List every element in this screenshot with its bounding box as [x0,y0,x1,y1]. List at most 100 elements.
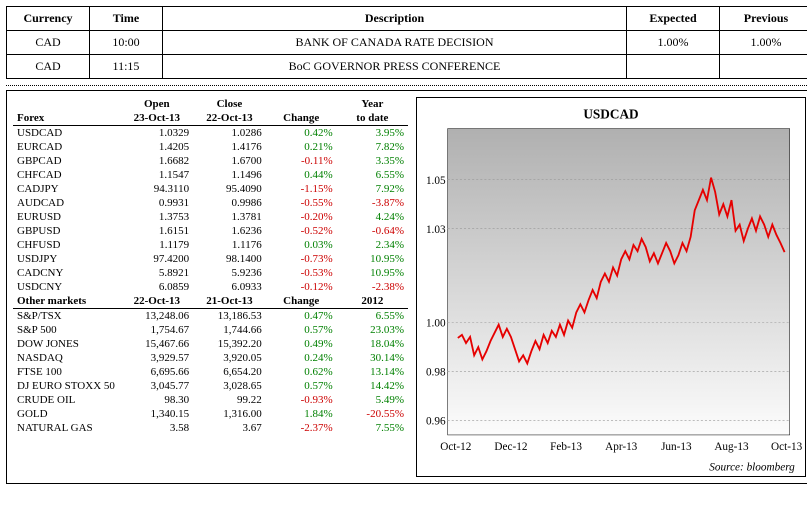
svg-text:Dec-12: Dec-12 [494,441,527,453]
change-val: -0.20% [266,210,337,224]
open-val: 94.3110 [121,182,194,196]
quote-row: EURCAD1.42051.41760.21%7.82% [13,140,408,154]
close-val: 3.67 [193,421,266,435]
open-val: 1.1179 [121,238,194,252]
ytd-val: 18.04% [337,337,408,351]
ytd-val: 4.24% [337,210,408,224]
pair-label: USDCAD [13,126,121,141]
change-val: 0.03% [266,238,337,252]
cell: CAD [7,55,90,79]
ytd-val: 7.55% [337,421,408,435]
col-expected: Expected [627,7,720,31]
quote-row: USDCNY6.08596.0933-0.12%-2.38% [13,280,408,294]
close-val: 3,028.65 [193,379,266,393]
quote-row: GOLD1,340.151,316.001.84%-20.55% [13,407,408,421]
quote-row: AUDCAD0.99310.9986-0.55%-3.87% [13,196,408,210]
ytd-val: -0.64% [337,224,408,238]
svg-text:Oct-12: Oct-12 [440,441,471,453]
change-val: -0.12% [266,280,337,294]
svg-text:0.98: 0.98 [426,367,446,379]
ytd-val: 10.95% [337,252,408,266]
pair-label: GBPUSD [13,224,121,238]
quote-row: USDCAD1.03291.02860.42%3.95% [13,126,408,141]
change-val: -0.93% [266,393,337,407]
quote-row: CADJPY94.311095.4090-1.15%7.92% [13,182,408,196]
svg-text:Apr-13: Apr-13 [605,441,638,453]
open-val: 0.9931 [121,196,194,210]
change-val: -0.55% [266,196,337,210]
cell [627,55,720,79]
close-val: 1.4176 [193,140,266,154]
close-val: 1,744.66 [193,323,266,337]
change-val: 0.42% [266,126,337,141]
change-val: 0.24% [266,351,337,365]
quote-row: GBPUSD1.61511.6236-0.52%-0.64% [13,224,408,238]
ytd-val: 30.14% [337,351,408,365]
ytd-val: 13.14% [337,365,408,379]
close-val: 1.1496 [193,168,266,182]
col-year: Year [337,97,408,111]
pair-label: DOW JONES [13,337,121,351]
close-val: 95.4090 [193,182,266,196]
col-open: Open [121,97,194,111]
open-val: 6,695.66 [121,365,194,379]
open-val: 1.6682 [121,154,194,168]
ytd-val: 3.35% [337,154,408,168]
svg-text:Feb-13: Feb-13 [550,441,582,453]
cell: BoC GOVERNOR PRESS CONFERENCE [163,55,627,79]
cell: 1.00% [720,31,807,55]
col-currency: Currency [7,7,90,31]
change-val: -0.11% [266,154,337,168]
ytd-val: 10.95% [337,266,408,280]
change-val: -0.73% [266,252,337,266]
close-val: 1,316.00 [193,407,266,421]
pair-label: NASDAQ [13,351,121,365]
pair-label: EURCAD [13,140,121,154]
col-close: Close [193,97,266,111]
pair-label: EURUSD [13,210,121,224]
event-row: CAD10:00BANK OF CANADA RATE DECISION1.00… [7,31,807,55]
quote-row: GBPCAD1.66821.6700-0.11%3.35% [13,154,408,168]
close-val: 98.1400 [193,252,266,266]
quote-row: S&P 5001,754.671,744.660.57%23.03% [13,323,408,337]
close-val: 3,920.05 [193,351,266,365]
ytd-val: 14.42% [337,379,408,393]
pair-label: CHFUSD [13,238,121,252]
close-val: 1.3781 [193,210,266,224]
col-time: Time [90,7,163,31]
close-val: 1.6236 [193,224,266,238]
open-val: 1.3753 [121,210,194,224]
pair-label: CHFCAD [13,168,121,182]
open-val: 3,045.77 [121,379,194,393]
cell: 1.00% [627,31,720,55]
change-val: -2.37% [266,421,337,435]
svg-text:USDCAD: USDCAD [583,106,638,121]
col-open-date: 23-Oct-13 [121,111,194,126]
open-val: 1,754.67 [121,323,194,337]
open-val: 1.4205 [121,140,194,154]
open-val: 98.30 [121,393,194,407]
svg-text:Oct-13: Oct-13 [771,441,803,453]
quote-row: CADCNY5.89215.9236-0.53%10.95% [13,266,408,280]
change-val: 0.49% [266,337,337,351]
change-val: 0.57% [266,323,337,337]
separator [6,85,807,86]
col-change2: Change [266,294,337,309]
svg-text:0.96: 0.96 [426,416,446,428]
svg-text:1.00: 1.00 [426,318,446,330]
pair-label: NATURAL GAS [13,421,121,435]
change-val: -0.53% [266,266,337,280]
ytd-val: -2.38% [337,280,408,294]
quote-row: CHFCAD1.15471.14960.44%6.55% [13,168,408,182]
open-val: 15,467.66 [121,337,194,351]
quote-row: CRUDE OIL98.3099.22-0.93%5.49% [13,393,408,407]
svg-text:Aug-13: Aug-13 [714,441,749,453]
close-val: 99.22 [193,393,266,407]
chart-pane: USDCAD 1.051.031.000.980.96 Oct-12Dec-12… [416,97,806,477]
close-val: 0.9986 [193,196,266,210]
cell: 11:15 [90,55,163,79]
quote-row: S&P/TSX13,248.0613,186.530.47%6.55% [13,309,408,324]
quote-row: EURUSD1.37531.3781-0.20%4.24% [13,210,408,224]
quotes-panel: Open Close Year Forex 23-Oct-13 22-Oct-1… [13,97,408,477]
quote-row: DJ EURO STOXX 503,045.773,028.650.57%14.… [13,379,408,393]
